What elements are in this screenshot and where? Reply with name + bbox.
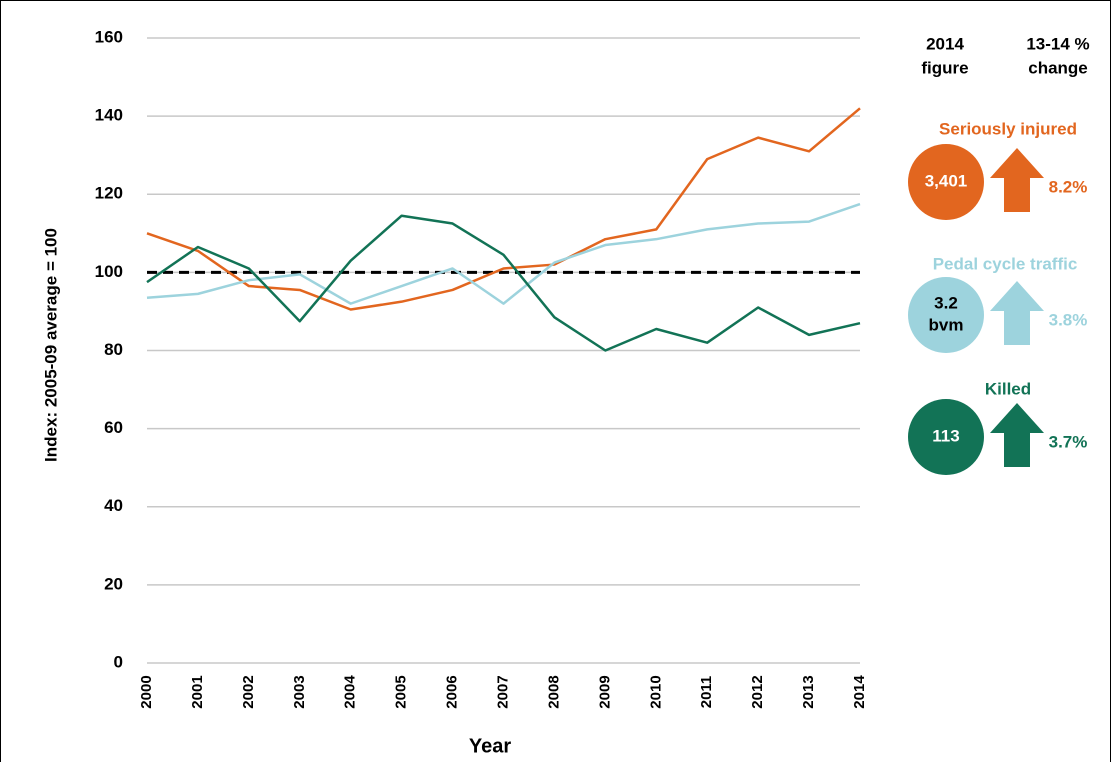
change-label: 3.8% bbox=[1049, 310, 1088, 329]
x-tick-label: 2006 bbox=[444, 675, 461, 708]
series-line bbox=[146, 214, 861, 352]
x-tick-label: 2007 bbox=[494, 675, 511, 708]
x-tick-label: 2005 bbox=[393, 675, 410, 708]
figure-label: 113 bbox=[932, 426, 959, 445]
change-arrow bbox=[990, 281, 1044, 345]
x-tick-label: 2010 bbox=[647, 675, 664, 708]
change-arrow bbox=[990, 403, 1044, 467]
change-label: 3.7% bbox=[1049, 432, 1088, 451]
x-tick-label: 2011 bbox=[698, 676, 715, 709]
y-tick-label: 120 bbox=[95, 184, 123, 203]
figure-circle bbox=[908, 277, 984, 353]
x-axis-label: Year bbox=[469, 735, 511, 757]
y-tick-label: 140 bbox=[95, 106, 123, 125]
figure-label: bvm bbox=[929, 315, 964, 334]
change-arrow bbox=[990, 148, 1044, 212]
figure-label: 3.2 bbox=[934, 293, 958, 312]
change-label: 8.2% bbox=[1049, 177, 1088, 196]
y-tick-label: 160 bbox=[95, 27, 123, 46]
legend-label: Pedal cycle traffic bbox=[933, 254, 1078, 273]
y-tick-label: 20 bbox=[104, 574, 123, 593]
panel-header: change bbox=[1028, 58, 1088, 77]
x-tick-label: 2008 bbox=[545, 675, 562, 708]
figure-circle bbox=[908, 144, 984, 220]
figure-label: 3,401 bbox=[925, 171, 968, 190]
figure-circle bbox=[908, 399, 984, 475]
legend-label: Seriously injured bbox=[939, 119, 1077, 138]
x-tick-label: 2000 bbox=[138, 675, 155, 708]
x-tick-label: 2013 bbox=[800, 675, 817, 708]
series-line bbox=[146, 202, 861, 305]
y-tick-label: 100 bbox=[95, 262, 123, 281]
x-tick-label: 2014 bbox=[851, 675, 868, 709]
x-tick-label: 2003 bbox=[291, 675, 308, 708]
y-tick-label: 40 bbox=[104, 496, 123, 515]
x-tick-label: 2002 bbox=[240, 675, 257, 708]
y-tick-label: 60 bbox=[104, 418, 123, 437]
y-axis-label: Index: 2005-09 average = 100 bbox=[41, 228, 60, 462]
panel-header: 13-14 % bbox=[1026, 34, 1089, 53]
x-tick-label: 2012 bbox=[749, 675, 766, 708]
y-tick-label: 0 bbox=[114, 652, 123, 671]
x-tick-label: 2001 bbox=[189, 675, 206, 708]
x-tick-label: 2009 bbox=[596, 675, 613, 708]
panel-header: figure bbox=[921, 58, 968, 77]
legend-label: Killed bbox=[985, 379, 1031, 398]
panel-header: 2014 bbox=[926, 34, 964, 53]
x-tick-label: 2004 bbox=[342, 675, 359, 709]
y-tick-label: 80 bbox=[104, 340, 123, 359]
